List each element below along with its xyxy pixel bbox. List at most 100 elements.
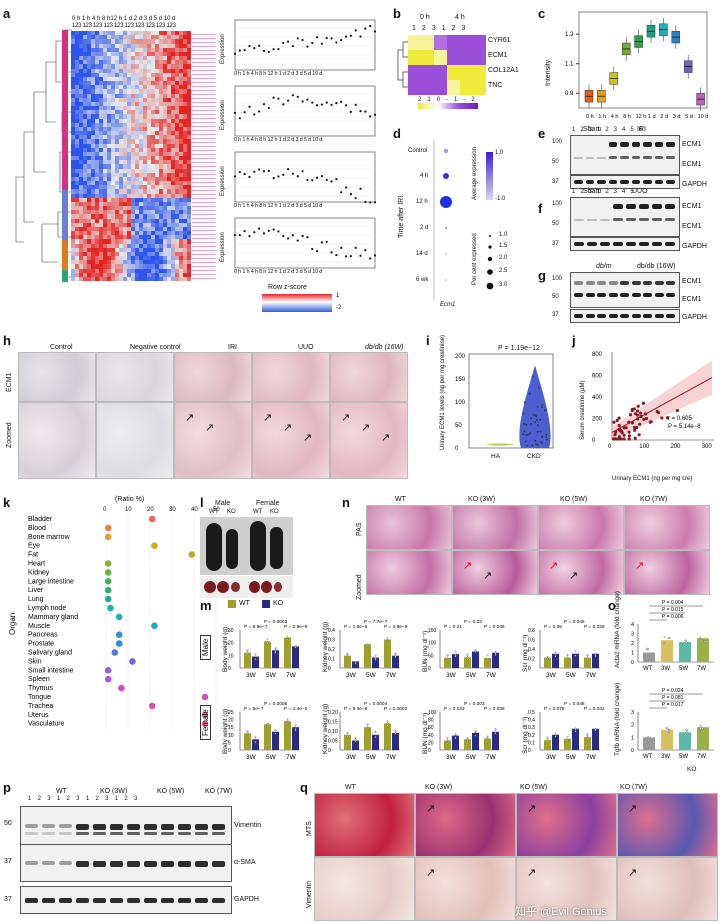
m-point (466, 736, 469, 739)
heatmap-cell (155, 122, 160, 128)
heatmap-cell (171, 72, 176, 78)
heatmap-cell (91, 118, 96, 123)
heatmap-cell (75, 197, 80, 203)
heatmap-cell (87, 147, 92, 153)
heatmap-cell (99, 214, 104, 219)
j-p: P = 5.14e−8 (668, 424, 701, 430)
m-bar-ko (292, 646, 299, 668)
blot-band-label: ECM1 (682, 296, 702, 303)
m-point (366, 645, 369, 648)
m-pvalue: P = 0.038 (484, 706, 505, 712)
heatmap-cell (163, 60, 168, 65)
heatmap-cell (183, 256, 188, 261)
heatmap-cell (119, 47, 124, 53)
heatmap-cell (179, 43, 184, 48)
heatmap-cell (107, 185, 112, 190)
heatmap-cell (91, 218, 96, 223)
expression-point (243, 230, 246, 233)
p-group: KO (7W) (205, 788, 233, 795)
heatmap-cell (135, 239, 140, 244)
j-point (627, 437, 631, 441)
heatmap-cell (71, 160, 76, 165)
heatmap-cell (107, 135, 112, 140)
heatmap-cell (151, 72, 156, 78)
i-xtick: CKD (527, 453, 541, 460)
k-dot (118, 684, 125, 692)
heatmap-cell (79, 201, 84, 207)
heatmap-cell (143, 168, 148, 173)
heatmap-cell (111, 31, 116, 36)
heatmap-cell (111, 39, 116, 44)
heatmap-cell (103, 114, 108, 119)
heatmap-cell (91, 68, 96, 73)
heatmap-cell (171, 185, 176, 190)
heatmap-cell (135, 35, 140, 40)
panel-label-o: o (608, 598, 616, 613)
heatmap-cell (75, 60, 80, 65)
heatmap-cell (83, 135, 88, 140)
m-point (274, 729, 277, 732)
heatmap-cell (83, 172, 88, 178)
b-gene: ECM1 (488, 52, 508, 59)
blot-band (666, 293, 675, 297)
m-point (446, 738, 449, 741)
heatmap-cell (95, 147, 100, 153)
heatmap-cell (175, 47, 180, 53)
o-bar (697, 638, 709, 662)
heatmap-cell (103, 193, 108, 198)
m-ytick: 0 (528, 748, 531, 754)
heatmap-cell (79, 235, 84, 240)
o-point (665, 726, 668, 729)
heatmap-cell (183, 168, 188, 173)
heatmap-cell (103, 51, 108, 57)
heatmap-cell (159, 151, 164, 157)
heatmap-cell (143, 276, 148, 282)
heatmap-cell (187, 118, 192, 123)
i-point (541, 404, 543, 406)
heatmap-cell (167, 135, 172, 140)
m-point (566, 657, 569, 659)
blot-band-gapdh (585, 180, 595, 184)
m-point (274, 732, 277, 735)
heatmap-cell (91, 189, 96, 194)
m-pvalue: P = 9.3e−8 (344, 706, 368, 712)
histology-image (314, 857, 415, 921)
heatmap-cell (175, 260, 180, 265)
expression-point (359, 254, 362, 257)
p-band (93, 898, 106, 903)
m-point (486, 735, 489, 738)
heatmap-cell (87, 214, 92, 219)
heatmap-cell (187, 131, 192, 136)
j-point (613, 433, 617, 437)
m-xtick: 7W (586, 754, 597, 761)
heatmap-cell (159, 39, 164, 44)
expression-point (306, 45, 309, 48)
heatmap-cell (179, 31, 184, 36)
heatmap-cell (183, 31, 188, 36)
j-point (624, 426, 628, 430)
m-pvalue: P = 5e−7 (244, 706, 264, 712)
heatmap-cell (135, 197, 140, 203)
blot-band (666, 142, 675, 147)
p-band (144, 824, 157, 830)
heatmap-cell (123, 231, 128, 236)
p-group: WT (56, 788, 67, 795)
heatmap-cell (187, 97, 192, 103)
heatmap-cell (163, 43, 168, 48)
heatmap-cell (183, 51, 188, 57)
b-gene: COL12A1 (488, 67, 519, 74)
m-bar-wt (244, 733, 251, 750)
heatmap-cell (119, 110, 124, 115)
heatmap-cell (123, 164, 128, 169)
j-point (643, 412, 648, 416)
heatmap-cell (79, 147, 84, 153)
heatmap-cell (155, 126, 160, 132)
heatmap-cell (187, 135, 192, 140)
expression-point (330, 180, 333, 183)
heatmap-cell (107, 156, 112, 161)
blot-band-gapdh (597, 314, 606, 318)
heatmap-cell (119, 31, 124, 36)
heatmap-cell (91, 51, 96, 57)
